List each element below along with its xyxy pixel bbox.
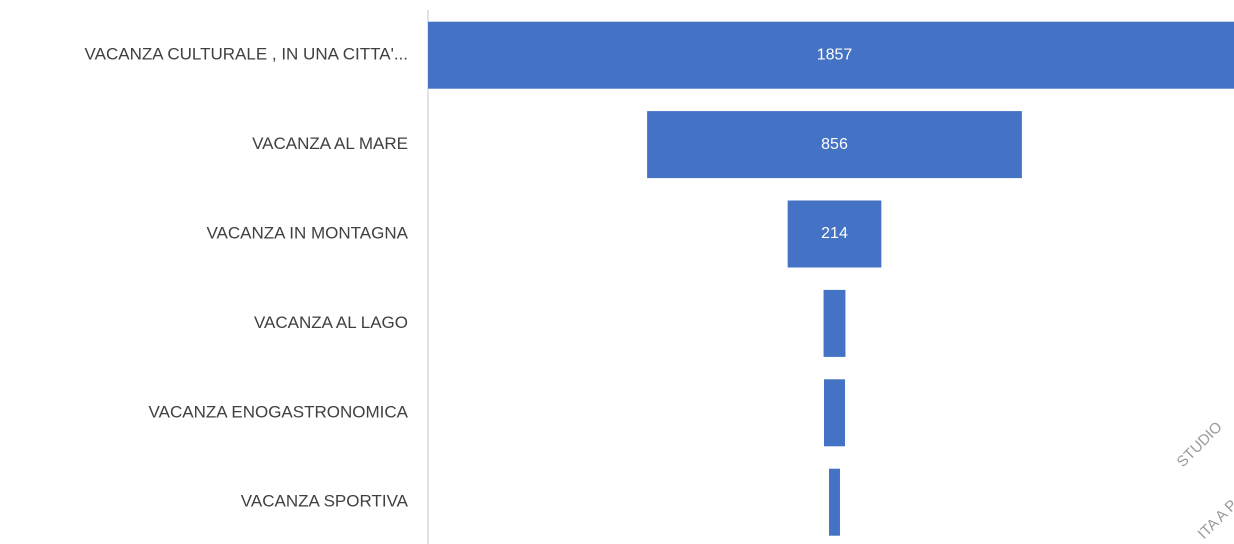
bar	[787, 200, 882, 268]
bar	[823, 379, 846, 447]
category-label: VACANZA SPORTIVA	[241, 492, 409, 511]
watermark: STUDIO	[1174, 419, 1226, 471]
value-label: 214	[821, 225, 848, 242]
category-label: VACANZA AL MARE	[252, 134, 408, 153]
bar	[428, 21, 1234, 89]
bar	[823, 289, 846, 357]
bar	[647, 111, 1022, 179]
category-label: VACANZA AL LAGO	[254, 313, 408, 332]
category-label: VACANZA ENOGASTRONOMICA	[149, 402, 409, 421]
category-label: VACANZA IN MONTAGNA	[206, 223, 408, 242]
bar	[829, 468, 840, 536]
category-label: VACANZA CULTURALE , IN UNA CITTA'...	[85, 45, 408, 64]
value-label: 1857	[817, 46, 853, 63]
watermark: ITA A P	[1195, 497, 1234, 543]
value-label: 856	[821, 136, 848, 153]
